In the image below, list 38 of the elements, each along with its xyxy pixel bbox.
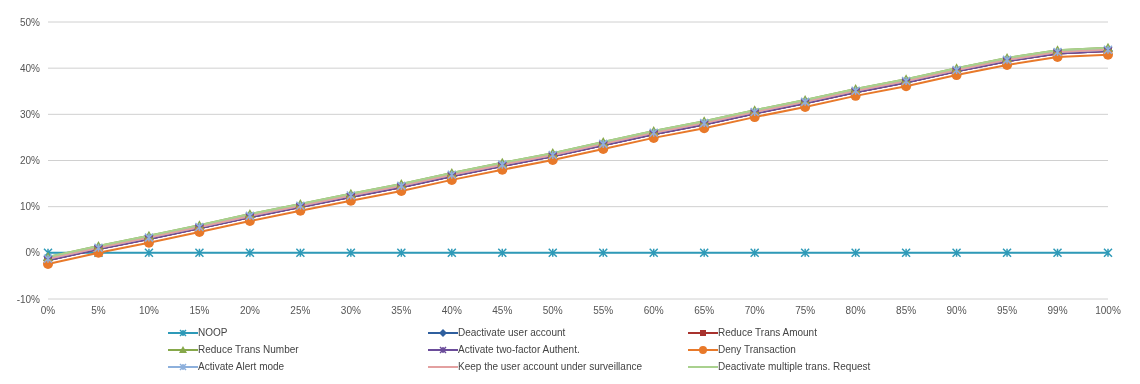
- x-tick-label: 25%: [290, 305, 311, 317]
- y-tick-label: 20%: [19, 155, 41, 167]
- x-tick-label: 100%: [1095, 305, 1121, 317]
- y-tick-label: 40%: [19, 62, 41, 74]
- legend-label: NOOP: [198, 327, 228, 338]
- x-tick-label: 60%: [643, 305, 664, 317]
- x-tick-label: 15%: [189, 305, 210, 317]
- x-tick-label: 45%: [492, 305, 513, 317]
- x-tick-label: 35%: [391, 305, 412, 317]
- legend-label: Deny Transaction: [718, 344, 796, 355]
- legend-label: Keep the user account under surveillance: [458, 361, 643, 372]
- x-tick-label: 75%: [795, 305, 816, 317]
- legend-label: Activate Alert mode: [198, 361, 285, 372]
- legend-label: Deactivate multiple trans. Request: [718, 361, 871, 372]
- legend-label: Activate two-factor Authent.: [458, 344, 580, 355]
- x-tick-label: 10%: [138, 305, 160, 317]
- legend-label: Reduce Trans Number: [198, 344, 299, 355]
- x-tick-label: 55%: [593, 305, 614, 317]
- x-tick-label: 20%: [239, 305, 261, 317]
- x-tick-label: 40%: [441, 305, 462, 317]
- x-tick-label: 95%: [997, 305, 1018, 317]
- x-tick-label: 99%: [1047, 305, 1068, 317]
- x-tick-label: 70%: [744, 305, 765, 317]
- x-tick-label: 30%: [340, 305, 361, 317]
- y-tick-label: 10%: [19, 201, 41, 213]
- x-tick-label: 65%: [694, 305, 715, 317]
- x-tick-label: 90%: [946, 305, 967, 317]
- x-tick-label: 0%: [40, 305, 56, 317]
- legend-label: Deactivate user account: [458, 327, 566, 338]
- y-tick-label: 30%: [19, 108, 41, 120]
- x-tick-label: 5%: [91, 305, 106, 317]
- x-tick-label: 80%: [845, 305, 866, 317]
- y-tick-label: 0%: [25, 247, 41, 259]
- x-tick-label: 85%: [896, 305, 917, 317]
- x-tick-label: 50%: [542, 305, 563, 317]
- y-tick-label: -10%: [16, 293, 41, 305]
- legend-label: Reduce Trans Amount: [718, 327, 817, 338]
- y-tick-label: 50%: [19, 16, 41, 28]
